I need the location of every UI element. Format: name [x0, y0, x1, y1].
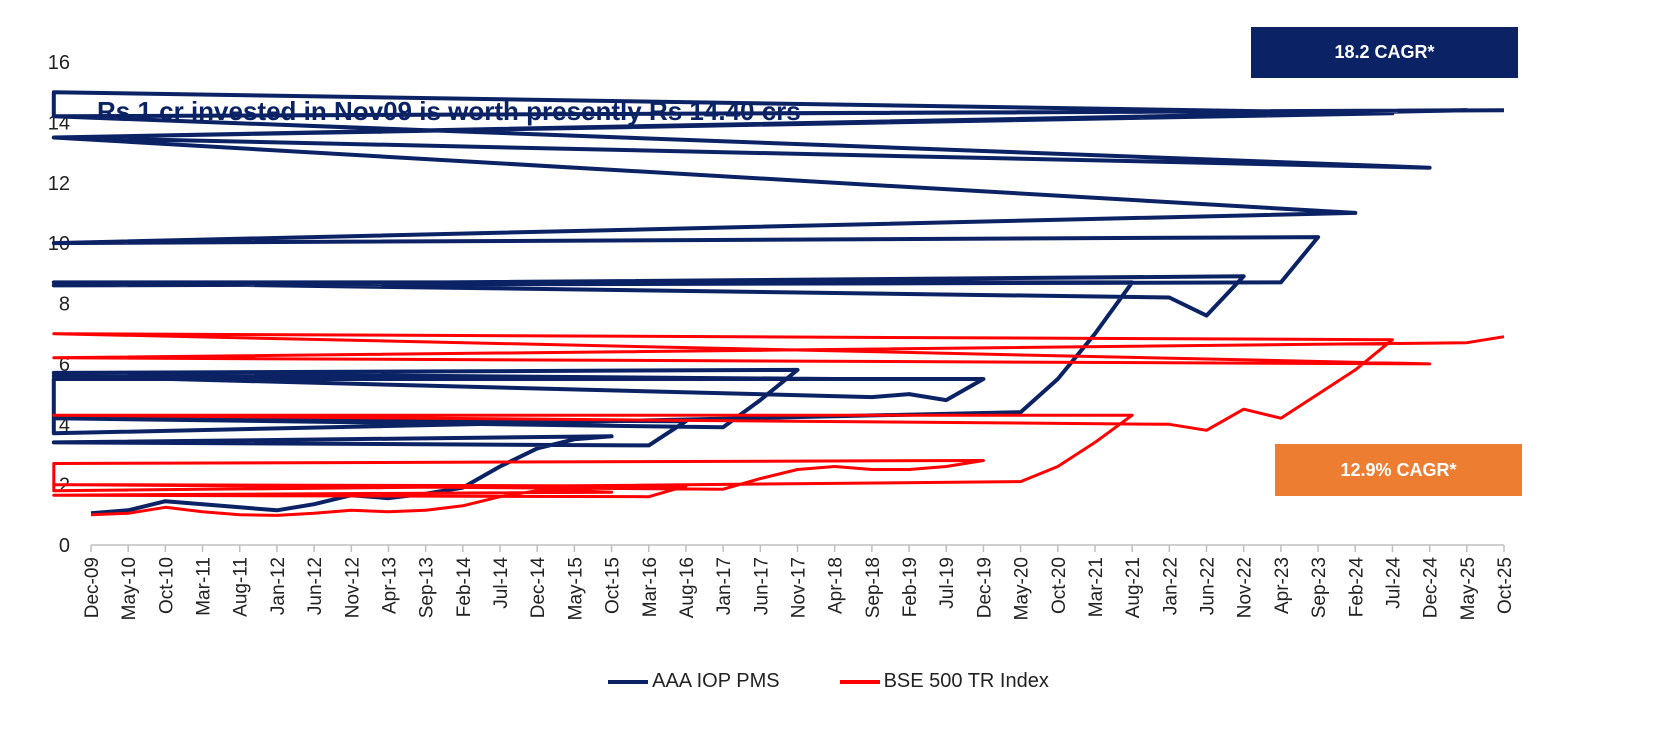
x-tick-label: Nov-22 [1235, 557, 1256, 618]
x-tick-label: Jan-17 [714, 557, 735, 615]
cagr-badge-iop-label: 18.2 CAGR* [1334, 42, 1435, 62]
x-tick-label: Dec-24 [1421, 557, 1442, 619]
x-tick-label: Mar-11 [194, 557, 215, 616]
x-tick-label: May-25 [1458, 557, 1479, 620]
x-tick-label: Jan-22 [1160, 557, 1181, 615]
x-tick-label: Dec-19 [974, 557, 995, 618]
chart-annotation: Rs 1 cr invested in Nov09 is worth prese… [97, 96, 801, 126]
legend-swatch-bse [839, 679, 880, 684]
x-tick-label: Jul-24 [1383, 557, 1404, 609]
legend-label-bse: BSE 500 TR Index [883, 670, 1049, 692]
legend-label-iop: AAA IOP PMS [652, 670, 780, 692]
x-tick-label: Jul-19 [937, 557, 958, 609]
x-tick-label: Aug-11 [231, 557, 252, 617]
x-tick-label: May-20 [1012, 557, 1033, 620]
legend-swatch-iop [608, 679, 649, 684]
x-tick-label: Sep-18 [863, 557, 884, 618]
x-tick-label: Aug-21 [1123, 557, 1144, 618]
x-tick-label: Aug-16 [677, 557, 698, 618]
x-tick-label: Jan-12 [268, 557, 289, 615]
x-tick-label: Jul-14 [491, 557, 512, 609]
x-tick-label: May-10 [119, 557, 140, 620]
x-tick-label: Mar-16 [640, 557, 661, 617]
x-tick-label: Oct-25 [1495, 557, 1516, 614]
cagr-badge-bse: 12.9% CAGR* [1275, 444, 1522, 496]
y-tick-label: 8 [59, 294, 70, 316]
x-tick-label: Feb-14 [454, 557, 475, 618]
x-tick-label: Feb-24 [1346, 557, 1367, 618]
x-tick-label: Sep-23 [1309, 557, 1330, 618]
x-tick-label: Nov-17 [789, 557, 810, 618]
x-tick-label: Dec-09 [82, 557, 103, 618]
y-tick-label: 16 [48, 52, 70, 74]
x-tick-label: Oct-15 [603, 557, 624, 614]
legend-item-iop: AAA IOP PMS [608, 670, 780, 693]
y-tick-label: 12 [48, 173, 70, 195]
x-tick-label: Sep-13 [417, 557, 438, 618]
series-line-bse-500 [52, 332, 1505, 517]
x-tick-label: Jun-12 [305, 557, 326, 615]
legend-item-bse: BSE 500 TR Index [839, 670, 1049, 693]
x-tick-label: Mar-21 [1086, 557, 1107, 617]
y-tick-label: 6 [59, 354, 70, 376]
cagr-badge-iop: 18.2 CAGR* [1251, 27, 1518, 78]
y-tick-label: 4 [59, 414, 70, 436]
y-tick-label: 0 [59, 535, 70, 557]
x-tick-label: Jun-17 [751, 557, 772, 615]
chart-legend: AAA IOP PMS BSE 500 TR Index [0, 670, 1657, 693]
x-tick-label: Nov-12 [342, 557, 363, 618]
x-tick-label: Dec-14 [528, 557, 549, 619]
x-tick-label: Feb-19 [900, 557, 921, 617]
x-tick-label: May-15 [565, 557, 586, 620]
x-tick-label: Jun-22 [1198, 557, 1219, 615]
x-tick-label: Apr-13 [379, 557, 400, 614]
cagr-badge-bse-label: 12.9% CAGR* [1340, 459, 1457, 480]
x-tick-label: Apr-23 [1272, 557, 1293, 614]
x-tick-label: Apr-18 [826, 557, 847, 614]
x-tick-label: Oct-10 [156, 557, 177, 614]
x-tick-label: Oct-20 [1049, 557, 1070, 614]
